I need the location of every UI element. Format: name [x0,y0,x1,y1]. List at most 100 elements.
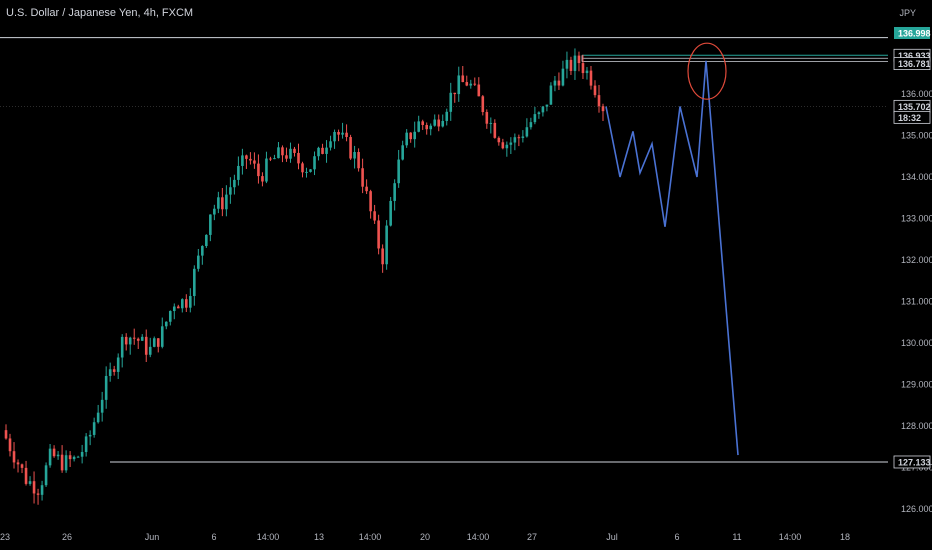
candle-body [176,306,180,309]
candle-body [381,248,384,265]
candle-body [233,179,236,188]
candle-body [577,55,581,64]
x-tick-label: 6 [674,532,679,542]
candle-body [585,70,589,74]
candle-body [469,83,473,86]
candle-body [193,268,196,297]
candle-body [497,137,501,143]
x-tick-label: 14:00 [779,532,802,542]
candle-body [425,124,429,130]
price-tag-countdown-box [893,110,931,124]
candle-body [453,92,457,95]
candle-body [429,125,433,130]
candle-body [325,147,328,154]
candle-body [445,111,449,121]
price-tag-high-box [894,27,930,39]
levels-layer [0,37,888,463]
projection-line [605,60,739,456]
candle-body [100,399,104,413]
x-tick-label: 27 [527,532,537,542]
candle-body [108,369,112,376]
candle-body [457,75,461,95]
candle-body [521,136,525,138]
x-tick-label: 13 [314,532,324,542]
candle-body [36,493,40,495]
candle-body [197,255,200,269]
candle-body [349,137,352,159]
candle-body [88,434,92,437]
candle-body [265,158,268,182]
candle-body [44,465,48,486]
candle-body [553,80,557,86]
candle-body [597,95,601,107]
candle-body [185,299,188,308]
candle-body [549,85,553,105]
y-tick-label: 129.000 [901,380,932,390]
candle-body [301,163,304,173]
candle-body [537,112,541,115]
candle-body [160,326,164,347]
candle-body [213,208,216,215]
candle-body [16,462,20,465]
candle-body [56,454,60,457]
candle-body [309,169,312,172]
candle-body [533,114,537,123]
candle-body [261,176,264,182]
x-tick-label: Jul [606,532,618,542]
candle-body [481,96,485,113]
candle-body [417,121,420,132]
candle-body [92,422,96,435]
projection-layer [605,60,739,456]
target-circle [687,42,727,100]
candle-body [189,296,192,308]
candle-body [345,132,348,138]
candle-body [437,119,441,127]
y-axis: 126.000127.000128.000129.000130.000131.0… [901,89,932,514]
candle-body [313,156,316,170]
candle-body [297,152,300,164]
candle-body [333,131,336,142]
candle-body [409,132,412,140]
candle-body [389,200,392,226]
candle-body [421,121,424,125]
candle-body [569,59,573,71]
candle-body [120,336,124,358]
candle-body [489,122,493,124]
x-tick-label: 26 [62,532,72,542]
candle-body [465,82,469,86]
candle-body [40,485,44,495]
candle-body [104,375,108,400]
candle-body [80,451,84,457]
y-tick-label: 133.000 [901,214,932,224]
candle-body [305,171,308,173]
candle-body [205,234,208,247]
candle-body [48,448,52,466]
x-tick-label: 11 [732,532,741,542]
y-tick-label: 132.000 [901,255,932,265]
candle-body [249,158,252,161]
candle-body [365,186,368,192]
candle-body [128,337,132,345]
candle-body [148,346,152,355]
x-tick-label: 14:00 [257,532,280,542]
candle-body [493,122,497,138]
candle-body [136,338,140,341]
candle-body [449,92,453,112]
candle-body [152,338,156,347]
candle-body [64,455,68,471]
x-tick-label: 18 [840,532,850,542]
candle-body [413,131,416,140]
x-tick-label: 20 [420,532,430,542]
candle-body [501,142,505,149]
x-axis: 23 26 Jun 6 14:00 13 14:00 20 14:00 27 Jul 6 11 14:00… [0,532,850,542]
candle-body [529,122,533,128]
candle-body [144,336,148,355]
candle-body [221,197,224,210]
candle-body [289,148,292,159]
candle-body [172,306,176,312]
candle-body [317,147,320,157]
candle-body [525,127,529,137]
candle-body [373,211,376,221]
price-tag-support-box [893,455,931,469]
